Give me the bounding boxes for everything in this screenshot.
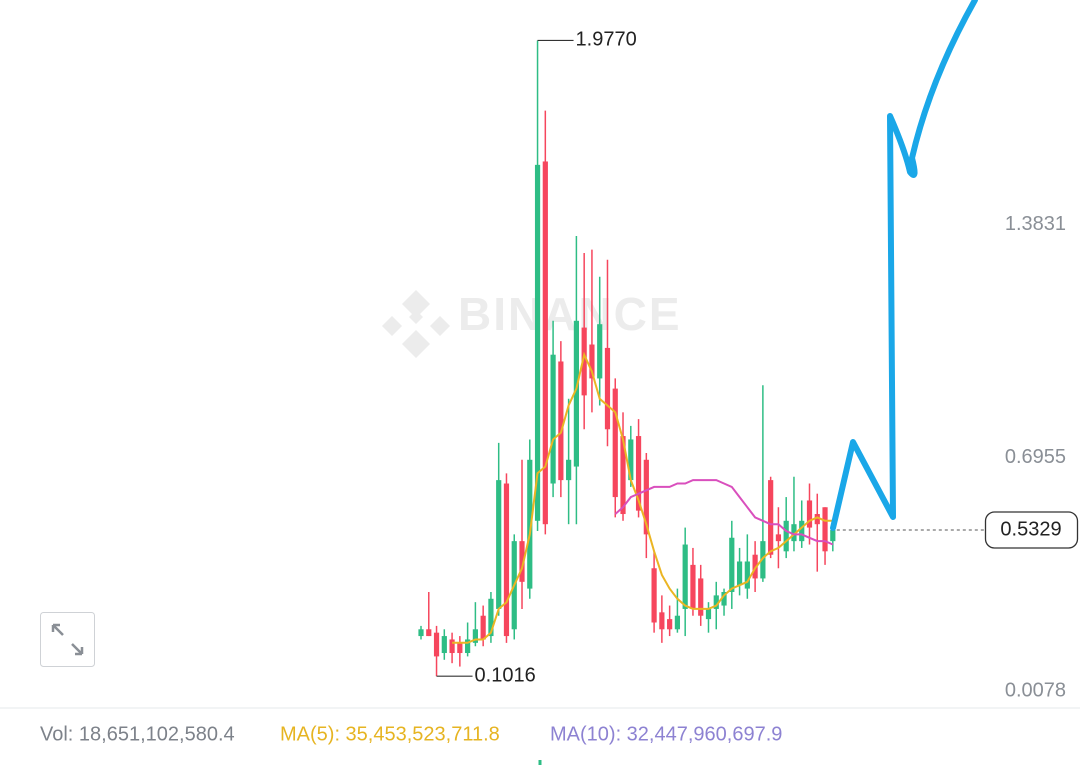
candle-body bbox=[566, 459, 572, 481]
candle-body bbox=[573, 320, 579, 467]
plot-area: 0.0078 0.6955 1.3831 1.9770 0.1016 0.5329 bbox=[418, 29, 1079, 701]
candle-body bbox=[830, 529, 836, 542]
candle-body bbox=[729, 537, 735, 592]
candle-body bbox=[534, 164, 541, 521]
candle-body bbox=[713, 595, 719, 609]
candle-body bbox=[589, 344, 595, 379]
candle-body bbox=[799, 520, 805, 542]
candle-body bbox=[465, 639, 471, 654]
candle-body bbox=[597, 324, 603, 379]
candle-body bbox=[635, 436, 642, 511]
candle-body bbox=[441, 636, 447, 654]
y-tick-label: 1.3831 bbox=[1005, 213, 1066, 235]
candle-body bbox=[744, 561, 750, 589]
high-marker-label: 1.9770 bbox=[576, 29, 637, 51]
candle-body bbox=[558, 361, 564, 481]
candle-body bbox=[721, 591, 727, 606]
candle-body bbox=[674, 615, 681, 630]
expand-button[interactable] bbox=[40, 612, 95, 667]
candle-body bbox=[643, 459, 649, 535]
candle-body bbox=[449, 639, 455, 654]
candle-body bbox=[612, 388, 618, 498]
candle-body bbox=[496, 480, 502, 609]
watermark-text: BINANCE bbox=[458, 288, 682, 340]
candle-body bbox=[768, 480, 774, 555]
candle-body bbox=[814, 514, 820, 525]
last-price-box bbox=[984, 511, 1079, 549]
candle-body bbox=[775, 534, 782, 542]
volume-label: Vol: 18,651,102,580.4 bbox=[40, 723, 235, 745]
volume-ma10-label: MA(10): 32,447,960,697.9 bbox=[550, 723, 782, 745]
candle-body bbox=[651, 568, 657, 623]
low-marker-label: 0.1016 bbox=[475, 664, 536, 686]
candle-body bbox=[457, 642, 463, 654]
y-tick-label: 0.6955 bbox=[1005, 446, 1066, 468]
candle-body bbox=[806, 500, 813, 528]
candle-body bbox=[550, 354, 556, 484]
volume-ma5-label: MA(5): 35,453,523,711.8 bbox=[280, 723, 500, 745]
y-tick-label: 0.0078 bbox=[1005, 679, 1066, 701]
candle-body bbox=[433, 632, 440, 657]
candle-body bbox=[620, 436, 626, 515]
ma-line bbox=[614, 479, 834, 546]
candle-body bbox=[791, 524, 797, 542]
candle-body bbox=[581, 327, 587, 396]
candle-body bbox=[542, 161, 548, 525]
candle-body bbox=[705, 608, 712, 620]
candle-body bbox=[426, 629, 432, 637]
candle-body bbox=[698, 578, 704, 616]
candle-body bbox=[690, 564, 696, 609]
last-price-label: 0.5329 bbox=[1000, 518, 1061, 540]
candle-body bbox=[659, 612, 665, 630]
candle-body bbox=[519, 541, 525, 582]
candle-body bbox=[527, 459, 533, 589]
candle-body bbox=[760, 541, 766, 579]
candle-body bbox=[667, 619, 673, 630]
candle-body bbox=[604, 347, 611, 430]
candle-body bbox=[752, 554, 758, 579]
watermark-logo bbox=[382, 290, 450, 358]
ma-line bbox=[452, 351, 833, 644]
candle-body bbox=[736, 561, 743, 586]
candle-body bbox=[488, 598, 494, 637]
candle-body bbox=[418, 629, 424, 637]
hand-drawn-arrow bbox=[830, 0, 978, 531]
candle-body bbox=[472, 629, 478, 643]
candle-body bbox=[822, 507, 828, 552]
candle-body bbox=[480, 615, 486, 640]
candle-body bbox=[503, 483, 510, 637]
candle-body bbox=[682, 544, 688, 609]
candle-body bbox=[783, 520, 789, 552]
candle-body bbox=[628, 439, 634, 481]
